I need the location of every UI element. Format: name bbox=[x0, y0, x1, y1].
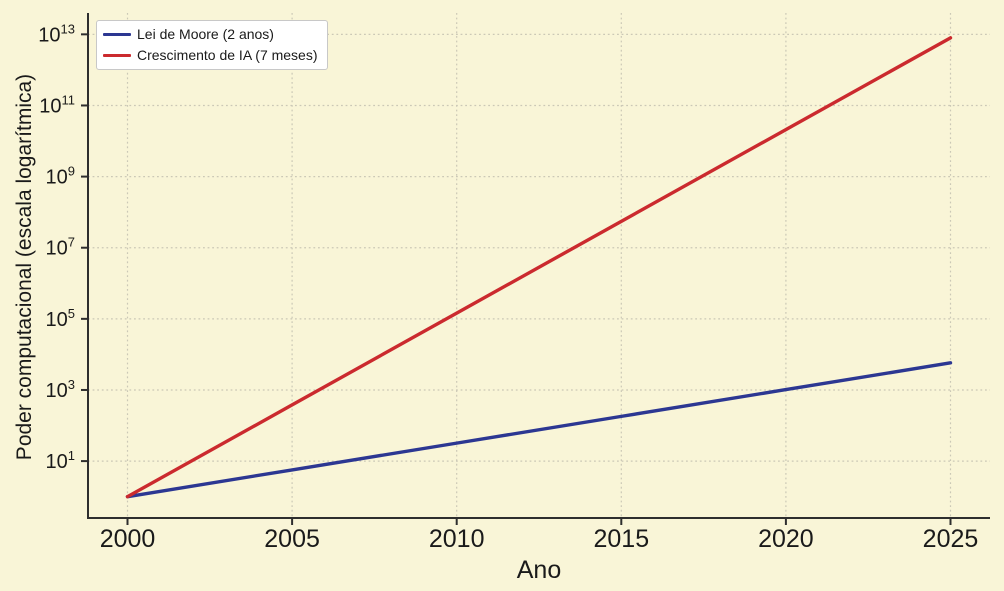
legend-item-moore: Lei de Moore (2 anos) bbox=[103, 25, 318, 44]
x-axis-title: Ano bbox=[516, 556, 562, 584]
tick-marks bbox=[81, 33, 952, 525]
axis-spines bbox=[87, 13, 990, 519]
tick-labels: 2000 2005 2010 2015 2020 2025 101 103 105 107 109 1… bbox=[38, 21, 978, 553]
legend-line-swatch-ai bbox=[103, 53, 131, 58]
legend-label-ai: Crescimento de IA (7 meses) bbox=[137, 47, 318, 63]
y-tick-label: 107 bbox=[46, 235, 75, 260]
series-line-moore bbox=[125, 361, 953, 499]
y-axis-title: Poder computacional (escala logarítmica) bbox=[13, 73, 36, 461]
y-tick-label: 1013 bbox=[38, 21, 75, 46]
x-tick-label: 2000 bbox=[100, 525, 156, 553]
legend-line-swatch-moore bbox=[103, 32, 131, 37]
y-tick-label: 105 bbox=[46, 306, 75, 331]
legend: Lei de Moore (2 anos) Crescimento de IA … bbox=[96, 20, 328, 70]
x-tick-label: 2005 bbox=[264, 525, 320, 553]
legend-item-ai: Crescimento de IA (7 meses) bbox=[103, 46, 318, 65]
series-line-ai bbox=[125, 36, 953, 499]
legend-label-moore: Lei de Moore (2 anos) bbox=[137, 26, 274, 42]
x-tick-label: 2015 bbox=[593, 525, 649, 553]
y-tick-label: 101 bbox=[46, 448, 75, 473]
y-tick-label: 103 bbox=[46, 377, 75, 402]
x-tick-label: 2020 bbox=[758, 525, 814, 553]
y-tick-label: 109 bbox=[46, 164, 75, 189]
x-tick-label: 2025 bbox=[923, 525, 979, 553]
gridlines bbox=[88, 13, 990, 518]
y-tick-label: 1011 bbox=[39, 92, 75, 117]
x-tick-label: 2010 bbox=[429, 525, 485, 553]
